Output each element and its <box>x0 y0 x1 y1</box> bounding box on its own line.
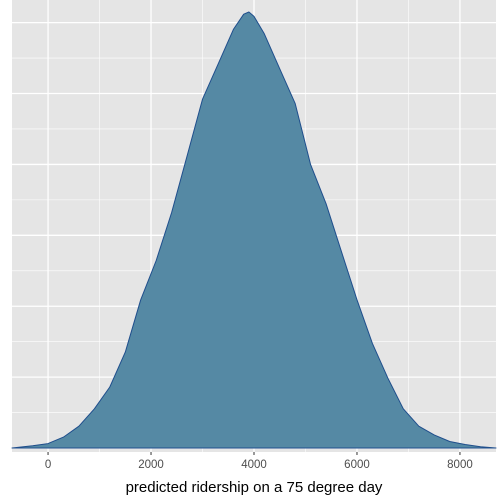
x-tick-label: 2000 <box>138 459 164 471</box>
x-tick-label: 0 <box>45 459 51 471</box>
x-tick-label: 8000 <box>447 459 473 471</box>
x-tick-label: 6000 <box>344 459 370 471</box>
x-axis-title: predicted ridership on a 75 degree day <box>126 479 383 496</box>
x-tick-label: 4000 <box>241 459 267 471</box>
density-area <box>11 11 497 449</box>
x-axis-ticks: 0 2000 4000 6000 8000 <box>45 452 473 471</box>
